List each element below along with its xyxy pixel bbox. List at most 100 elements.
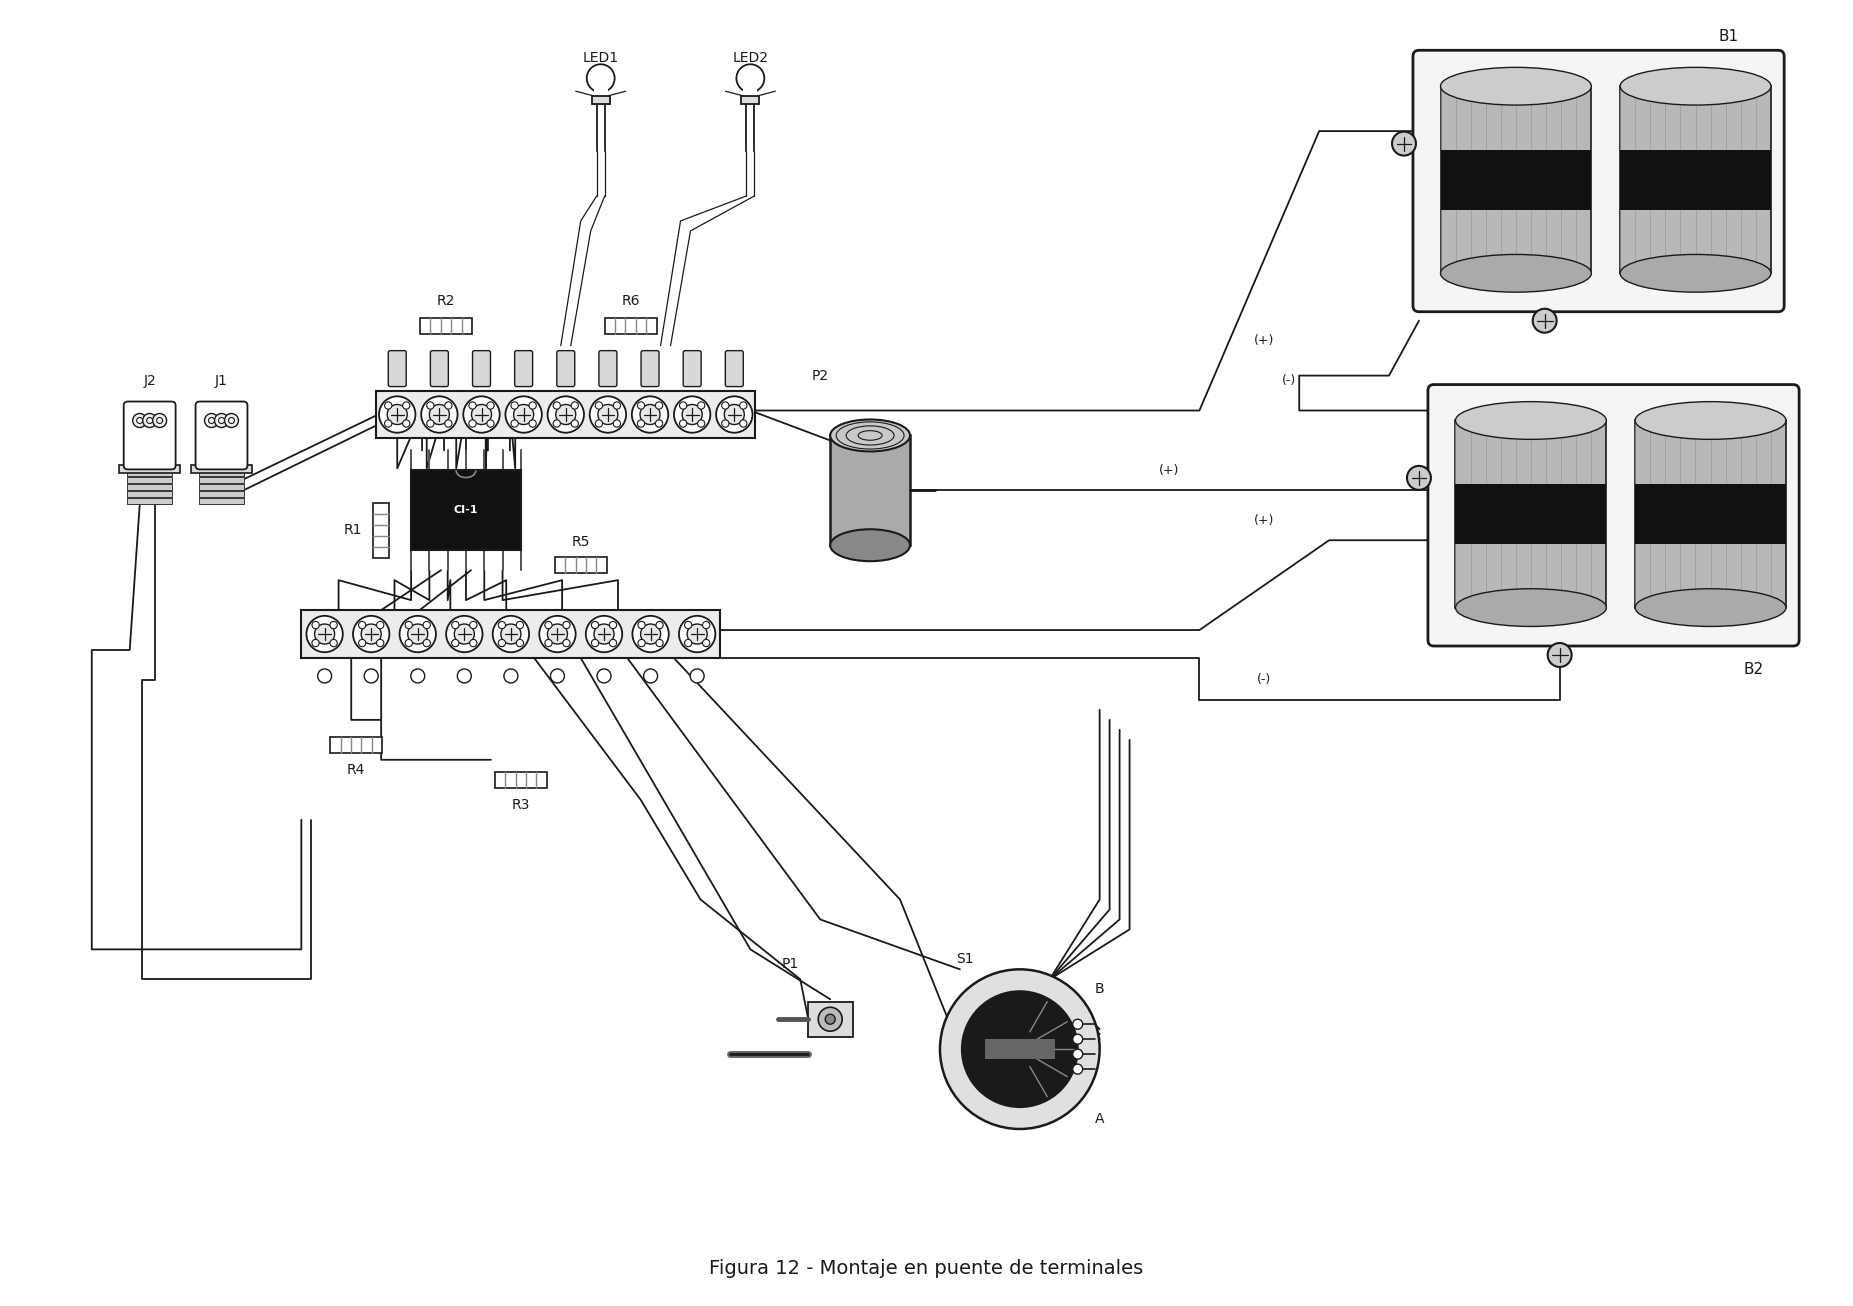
Text: LED1: LED1 (582, 51, 619, 65)
Circle shape (1073, 1049, 1082, 1059)
Circle shape (215, 414, 228, 427)
Circle shape (422, 622, 430, 628)
Circle shape (825, 1015, 836, 1024)
Bar (1455, 421, 1607, 607)
Bar (198, 478, 245, 483)
Text: S1: S1 (956, 952, 973, 966)
Circle shape (452, 640, 460, 646)
Circle shape (597, 669, 611, 683)
Circle shape (552, 419, 560, 427)
Circle shape (637, 419, 645, 427)
Circle shape (330, 640, 337, 646)
FancyBboxPatch shape (725, 350, 743, 387)
Circle shape (613, 402, 621, 409)
Bar (1440, 150, 1592, 210)
Circle shape (445, 419, 452, 427)
FancyBboxPatch shape (641, 350, 660, 387)
Text: LED2: LED2 (732, 51, 769, 65)
Circle shape (224, 414, 239, 427)
Bar (1634, 485, 1786, 545)
Circle shape (739, 402, 747, 409)
Bar (302, 610, 721, 658)
Bar (128, 485, 172, 490)
FancyBboxPatch shape (430, 350, 448, 387)
Circle shape (1073, 1034, 1082, 1045)
Circle shape (493, 616, 530, 652)
Bar (604, 317, 656, 333)
Circle shape (656, 640, 663, 646)
Circle shape (637, 640, 645, 646)
Circle shape (385, 419, 391, 427)
Circle shape (1392, 132, 1416, 155)
Circle shape (402, 402, 410, 409)
Circle shape (513, 405, 534, 424)
Circle shape (715, 396, 752, 432)
Circle shape (613, 419, 621, 427)
Text: R2: R2 (437, 294, 456, 308)
FancyBboxPatch shape (599, 350, 617, 387)
Text: B2: B2 (1744, 662, 1764, 678)
Circle shape (591, 622, 599, 628)
Circle shape (517, 622, 524, 628)
Circle shape (458, 669, 471, 683)
Circle shape (689, 669, 704, 683)
Circle shape (1073, 1064, 1082, 1074)
Circle shape (487, 402, 495, 409)
Circle shape (158, 418, 163, 423)
Circle shape (697, 419, 704, 427)
Circle shape (563, 640, 571, 646)
Circle shape (687, 624, 708, 644)
FancyBboxPatch shape (556, 350, 574, 387)
Ellipse shape (830, 529, 910, 562)
Circle shape (469, 622, 476, 628)
Circle shape (330, 622, 337, 628)
Circle shape (133, 414, 146, 427)
Circle shape (639, 405, 660, 424)
Circle shape (539, 616, 576, 652)
FancyBboxPatch shape (1429, 384, 1799, 646)
Ellipse shape (1620, 68, 1771, 104)
Circle shape (228, 418, 235, 423)
Circle shape (725, 405, 745, 424)
Circle shape (1073, 1019, 1082, 1029)
Circle shape (589, 396, 626, 432)
Circle shape (721, 419, 728, 427)
Circle shape (552, 402, 560, 409)
Circle shape (637, 402, 645, 409)
Bar (198, 499, 245, 504)
Text: J2: J2 (143, 374, 156, 388)
Circle shape (656, 419, 663, 427)
Circle shape (678, 616, 715, 652)
Circle shape (739, 419, 747, 427)
Circle shape (426, 402, 434, 409)
Circle shape (556, 405, 576, 424)
Ellipse shape (1455, 402, 1607, 439)
Bar (421, 317, 473, 333)
FancyBboxPatch shape (196, 401, 248, 469)
Bar (1620, 150, 1771, 210)
Text: Figura 12 - Montaje en puente de terminales: Figura 12 - Montaje en puente de termina… (710, 1259, 1143, 1279)
Bar (1455, 485, 1607, 545)
Circle shape (1547, 643, 1571, 667)
Circle shape (317, 669, 332, 683)
FancyBboxPatch shape (515, 350, 532, 387)
Circle shape (528, 402, 536, 409)
Bar (1634, 421, 1786, 607)
Circle shape (684, 622, 691, 628)
FancyBboxPatch shape (1414, 51, 1784, 312)
Circle shape (209, 418, 215, 423)
Ellipse shape (1440, 68, 1592, 104)
Circle shape (563, 622, 571, 628)
Circle shape (702, 640, 710, 646)
Circle shape (361, 624, 382, 644)
Circle shape (548, 396, 584, 432)
Circle shape (591, 640, 599, 646)
Bar (591, 97, 610, 104)
Ellipse shape (830, 419, 910, 452)
Circle shape (400, 616, 435, 652)
Circle shape (500, 624, 521, 644)
Circle shape (430, 405, 450, 424)
Text: P1: P1 (782, 957, 799, 972)
Circle shape (469, 419, 476, 427)
Ellipse shape (1440, 255, 1592, 293)
